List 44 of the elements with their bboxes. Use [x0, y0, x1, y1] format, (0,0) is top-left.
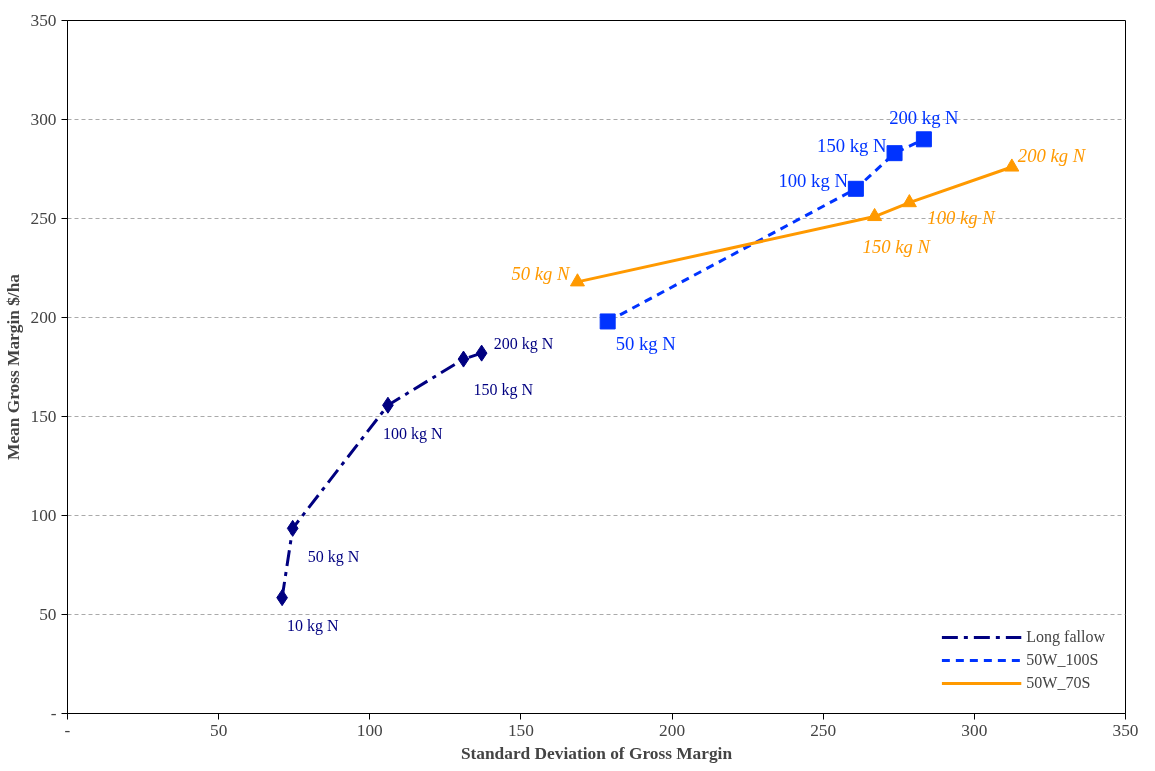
point	[599, 313, 616, 330]
annotation: 50 kg N	[615, 332, 677, 354]
y-tick-label: 100	[30, 506, 57, 525]
annotation: 200 kg N	[1017, 144, 1087, 166]
y-tick-label: 250	[30, 209, 57, 228]
point	[915, 131, 932, 148]
point	[569, 273, 585, 287]
y-tick-label: 200	[30, 308, 57, 327]
x-tick-label: 150	[507, 720, 534, 740]
annotation: 50 kg N	[307, 547, 360, 566]
x-tick-label: 300	[961, 720, 988, 740]
annotation: 10 kg N	[287, 617, 340, 636]
y-tick-label: 150	[30, 407, 57, 426]
x-tick-label: 250	[810, 720, 837, 740]
annotation: 200 kg N	[493, 334, 554, 353]
annotation: 50 kg N	[511, 263, 572, 285]
point	[847, 180, 864, 197]
point	[867, 207, 883, 222]
x-tick-label: 50	[209, 720, 228, 740]
annotation: 100 kg N	[382, 424, 443, 443]
x-tick-label: 200	[659, 720, 686, 740]
annotation: 150 kg N	[473, 380, 534, 399]
x-tick-label: 350	[1112, 720, 1139, 740]
y-tick-label: 300	[30, 110, 57, 129]
legend-label: 50W_70S	[1026, 674, 1091, 692]
x-tick-label: -	[64, 720, 71, 740]
y-axis-title: Mean Gross Margin $/ha	[3, 273, 23, 460]
point	[457, 350, 470, 368]
legend-label: 50W_100S	[1026, 651, 1099, 669]
annotation: 100 kg N	[927, 207, 997, 229]
point	[901, 194, 917, 208]
x-tick-label: 100	[356, 720, 383, 740]
point	[886, 145, 903, 162]
y-tick-label: 50	[39, 605, 57, 624]
y-tick-label: -	[50, 704, 57, 723]
legend-label: Long fallow	[1026, 628, 1105, 646]
x-axis-title: Standard Deviation of Gross Margin	[460, 743, 733, 763]
annotation: 100 kg N	[778, 170, 849, 192]
y-tick-label: 350	[30, 11, 57, 30]
point	[475, 344, 488, 362]
annotation: 150 kg N	[817, 134, 888, 156]
annotation: 150 kg N	[862, 236, 932, 258]
point	[286, 519, 299, 537]
annotation: 200 kg N	[889, 106, 960, 128]
